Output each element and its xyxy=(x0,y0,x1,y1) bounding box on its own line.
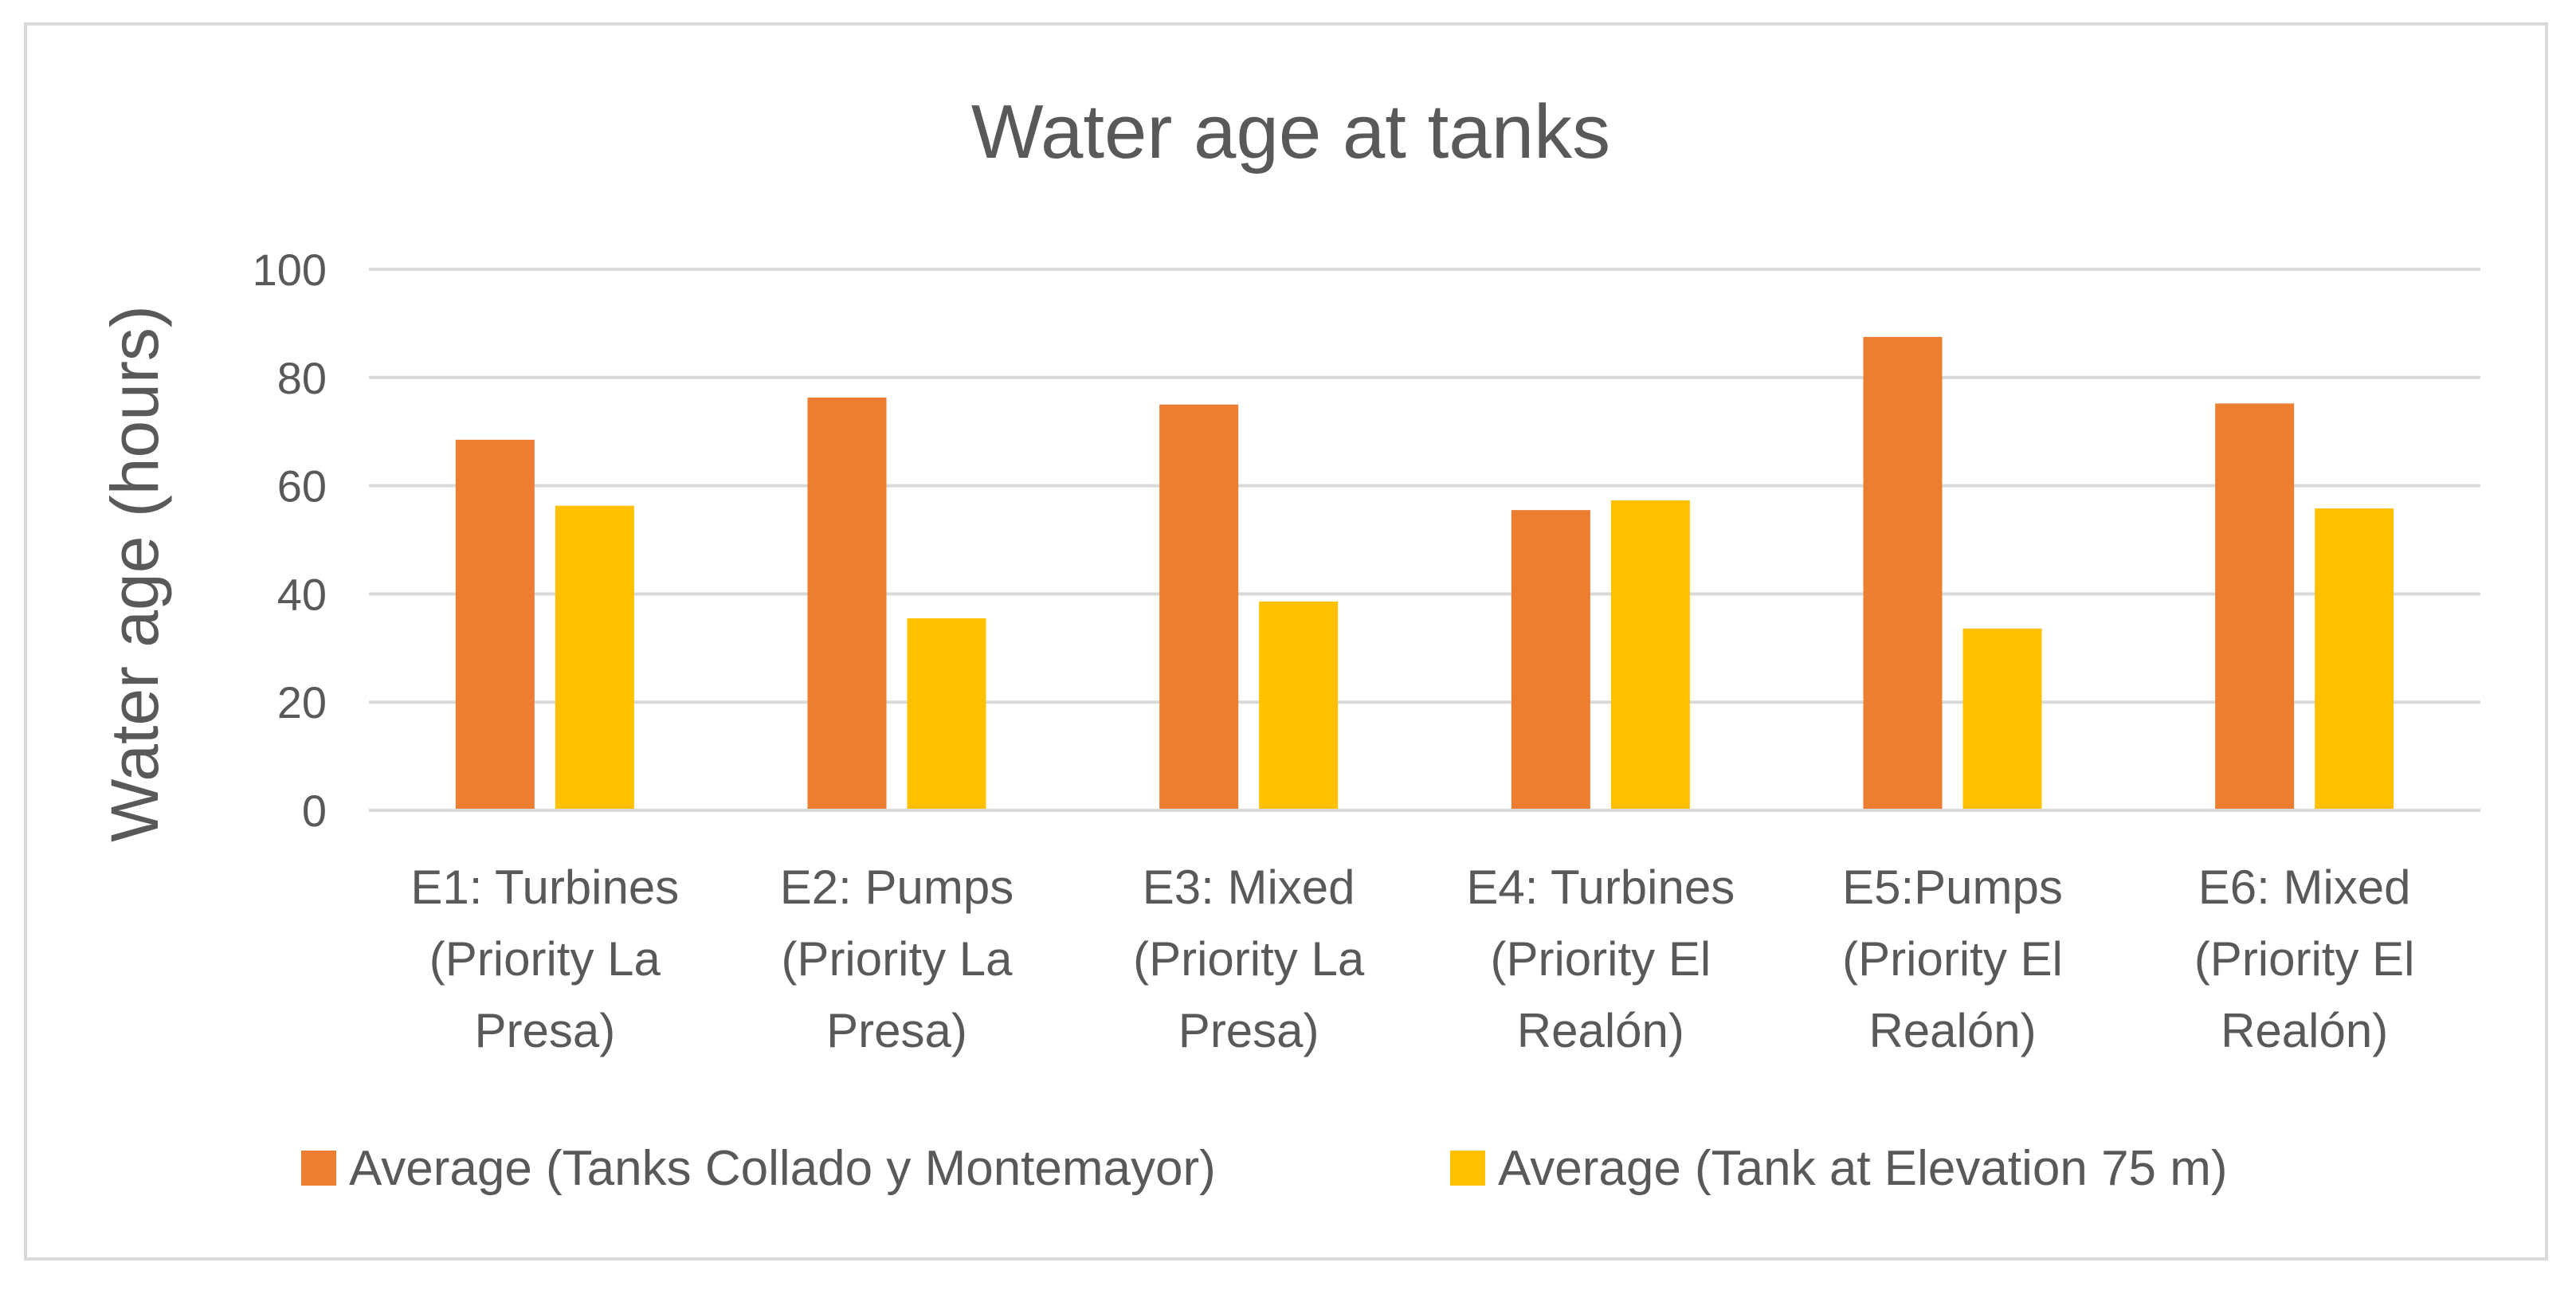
bar-tank-elevation-75m xyxy=(1610,500,1690,810)
bar-tanks-collado-montemayor xyxy=(455,439,535,810)
y-tick-label: 60 xyxy=(277,461,327,512)
y-tick-label: 100 xyxy=(253,245,327,295)
legend-swatch xyxy=(1450,1151,1485,1186)
y-tick-label: 20 xyxy=(277,677,327,727)
bar-tanks-collado-montemayor xyxy=(807,397,887,811)
x-category-label: Realón) xyxy=(2221,1004,2388,1057)
bar-tank-elevation-75m xyxy=(2315,508,2394,810)
chart-title: Water age at tanks xyxy=(971,89,1610,174)
bar-tank-elevation-75m xyxy=(555,505,634,810)
y-axis-label: Water age (hours) xyxy=(97,305,172,842)
legend: Average (Tanks Collado y Montemayor) Aver… xyxy=(301,1141,2228,1196)
x-category-label: E1: Turbines xyxy=(410,861,679,914)
bar-tank-elevation-75m xyxy=(1259,601,1339,810)
x-category-label: E4: Turbines xyxy=(1466,861,1735,914)
legend-label: Average (Tanks Collado y Montemayor) xyxy=(349,1141,1216,1196)
x-category-label: E6: Mixed xyxy=(2198,861,2411,914)
x-category-label: Presa) xyxy=(1178,1004,1319,1057)
y-tick-label: 0 xyxy=(302,786,327,836)
bar-tanks-collado-montemayor xyxy=(1159,404,1239,810)
x-category-label: E3: Mixed xyxy=(1143,861,1355,914)
legend-label: Average (Tank at Elevation 75 m) xyxy=(1498,1141,2228,1196)
x-category-label: (Priority La xyxy=(429,932,661,986)
gridlines xyxy=(369,268,2480,704)
x-category-label: Presa) xyxy=(474,1004,615,1057)
x-category-label: E5:Pumps xyxy=(1842,861,2063,914)
legend-swatch xyxy=(301,1151,336,1186)
bars xyxy=(455,336,2394,811)
bar-tanks-collado-montemayor xyxy=(1863,336,1943,810)
y-tick-label: 40 xyxy=(277,569,327,619)
x-category-label: (Priority La xyxy=(1133,932,1365,986)
x-category-label: (Priority El xyxy=(1490,932,1711,986)
x-category-label: Realón) xyxy=(1517,1004,1684,1057)
bar-tank-elevation-75m xyxy=(907,618,986,810)
y-tick-label: 80 xyxy=(277,353,327,403)
x-category-label: Realón) xyxy=(1868,1004,2036,1057)
x-category-label: (Priority La xyxy=(781,932,1013,986)
x-category-label: (Priority El xyxy=(1842,932,2063,986)
bar-tanks-collado-montemayor xyxy=(2215,403,2295,810)
y-axis-ticks: 0 20 40 60 80 100 xyxy=(253,245,327,836)
x-category-label: E2: Pumps xyxy=(780,861,1014,914)
x-category-label: (Priority El xyxy=(2194,932,2415,986)
x-category-label: Presa) xyxy=(826,1004,967,1057)
bar-tank-elevation-75m xyxy=(1962,628,2042,810)
x-axis-categories: E1: Turbines (Priority La Presa) E2: Pumps (… xyxy=(410,861,2414,1057)
bar-tanks-collado-montemayor xyxy=(1511,510,1590,810)
